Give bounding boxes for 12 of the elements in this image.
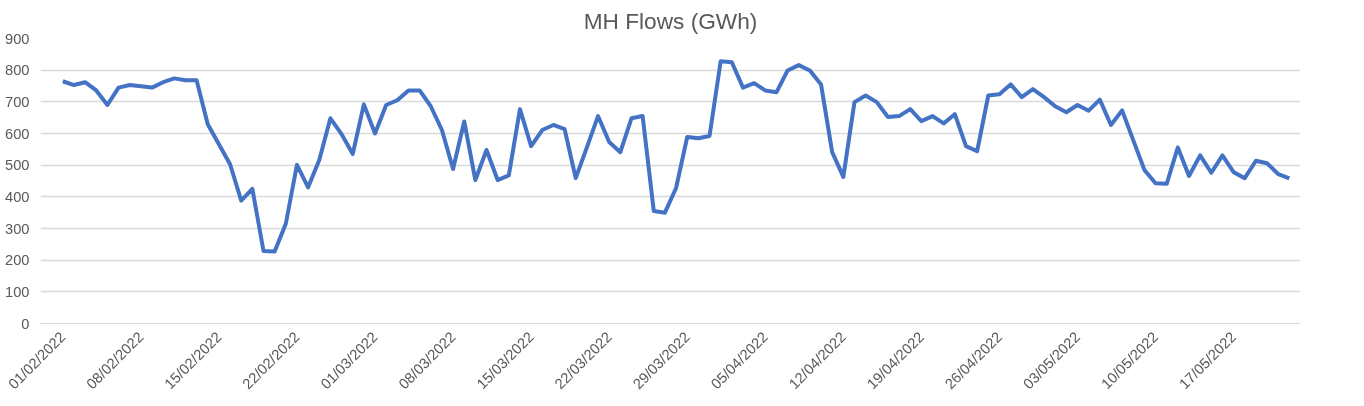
y-tick-label: 100 (5, 283, 30, 300)
y-tick-label: 300 (5, 220, 30, 237)
y-tick-label: 600 (5, 125, 30, 142)
y-tick-label: 900 (5, 30, 30, 47)
line-series (60, 59, 1292, 254)
y-tick-label: 700 (5, 93, 30, 110)
y-tick-label: 200 (5, 252, 30, 269)
chart-title: MH Flows (GWh) (583, 7, 758, 34)
y-tick-label: 800 (5, 62, 30, 79)
y-tick-label: 0 (21, 315, 30, 332)
y-tick-label: 500 (5, 157, 30, 174)
y-tick-label: 400 (5, 188, 30, 205)
